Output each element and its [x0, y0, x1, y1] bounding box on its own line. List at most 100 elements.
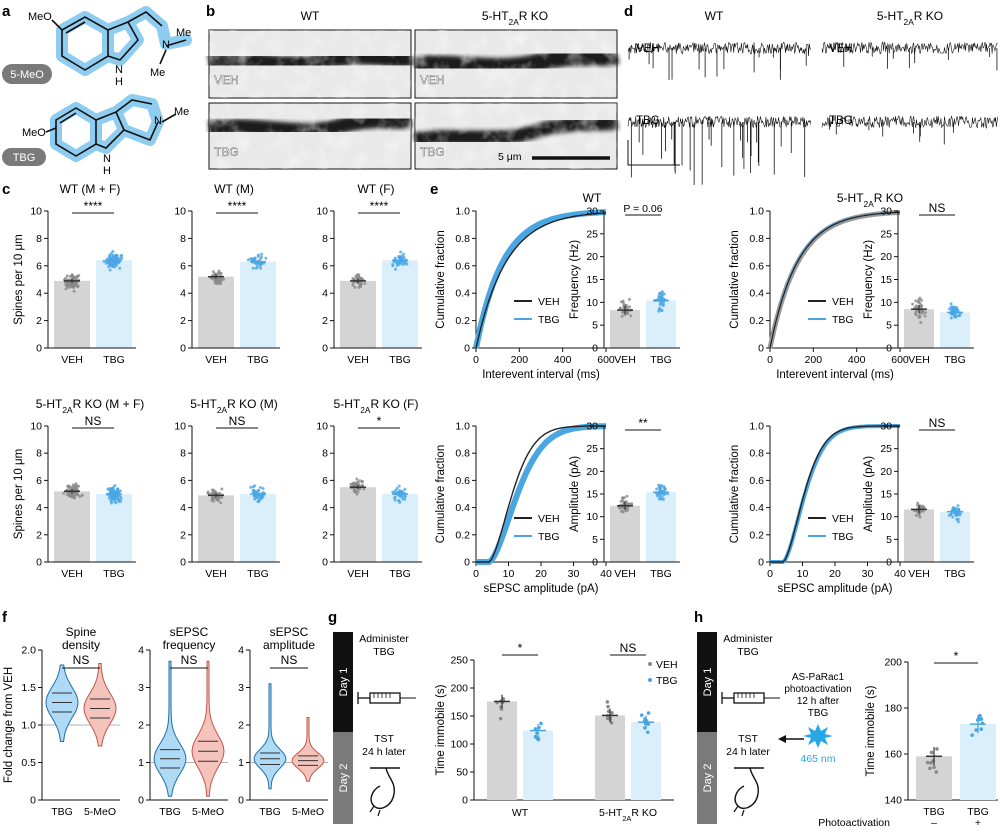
- data-point: [111, 250, 115, 254]
- data-point: [925, 760, 930, 765]
- x-tick-label: 30: [568, 568, 580, 580]
- data-point: [71, 275, 75, 279]
- data-point: [62, 491, 66, 495]
- trace-label: TBG: [636, 115, 660, 127]
- data-point: [217, 496, 221, 500]
- data-point: [956, 517, 960, 521]
- data-point: [212, 499, 216, 503]
- step1-line1: Administer: [359, 633, 409, 645]
- data-point: [914, 299, 918, 303]
- data-point: [956, 520, 960, 524]
- y-tick-label: 0: [36, 557, 42, 569]
- x-tick-label: 400: [848, 354, 866, 366]
- data-point: [660, 309, 664, 313]
- data-point: [363, 281, 367, 285]
- x-tick-label: 20: [829, 568, 841, 580]
- y-tick-label: 1: [238, 757, 244, 769]
- y-tick-label: 0: [886, 557, 892, 569]
- data-point: [399, 254, 403, 258]
- significance-label: NS: [85, 414, 102, 428]
- h-label: H: [115, 76, 123, 88]
- y-tick-label: 6: [180, 475, 186, 487]
- y-tick-label: 8: [322, 448, 328, 460]
- data-point: [606, 704, 610, 709]
- data-point: [206, 490, 210, 494]
- y-tick-label: 2: [238, 720, 244, 732]
- y-tick-label: 4: [322, 288, 328, 300]
- data-point: [360, 484, 364, 488]
- plot-title-line1: sEPSC: [270, 625, 309, 639]
- significance-label: ****: [84, 199, 103, 213]
- data-point: [220, 487, 224, 491]
- micrograph-wt-tbg: TBG: [208, 102, 413, 170]
- panel-letter-d: d: [624, 3, 633, 20]
- data-point: [929, 750, 934, 755]
- cumulative-curve: [476, 423, 606, 565]
- y-tick-label: 30: [586, 421, 598, 433]
- y-tick-label: 25: [880, 228, 892, 240]
- legend-label-tbg: TBG: [538, 531, 560, 543]
- data-point: [211, 270, 215, 274]
- bar: [595, 715, 625, 800]
- x-tick-label: 5-MeO: [84, 806, 116, 818]
- x-tick-label: VEH: [908, 568, 930, 580]
- bar: [198, 495, 234, 562]
- data-point: [259, 263, 263, 267]
- data-point: [628, 297, 632, 301]
- data-point: [78, 494, 82, 498]
- data-point: [659, 497, 663, 501]
- data-point: [115, 255, 119, 259]
- data-point: [951, 506, 955, 510]
- significance-label: NS: [181, 653, 198, 667]
- row-label: VEH: [420, 73, 445, 87]
- y-tick-label: 20: [586, 251, 598, 263]
- y-tick-label: 4: [322, 502, 328, 514]
- x-tick-label: TBG: [923, 806, 945, 818]
- y-tick-label: 0: [238, 795, 244, 807]
- data-point: [222, 277, 226, 281]
- bar: [340, 487, 376, 562]
- significance-label: P = 0.06: [623, 203, 662, 215]
- x-tick-label: VEH: [205, 568, 227, 580]
- molecule-pill: [2, 148, 46, 166]
- legend-label-tbg: TBG: [832, 531, 854, 543]
- step1-line2: TBG: [373, 646, 395, 658]
- data-point: [918, 296, 922, 300]
- data-point: [118, 266, 122, 270]
- data-point: [932, 765, 936, 770]
- y-tick-label: 160: [884, 749, 902, 761]
- data-point: [253, 256, 257, 260]
- y-tick-label: 5: [886, 320, 892, 332]
- data-point: [929, 761, 933, 765]
- x-tick-label: TBG: [967, 806, 989, 818]
- plot-title: 5-HT2AR KO (M + F): [36, 397, 145, 415]
- data-point: [108, 262, 112, 266]
- data-point: [362, 487, 366, 491]
- x-tick-label: TBG: [944, 354, 966, 366]
- x-axis-label: sEPSC amplitude (pA): [483, 583, 598, 595]
- data-point: [918, 515, 922, 519]
- bar: [610, 310, 640, 348]
- trace-label: VEH: [636, 43, 660, 55]
- x-tick-label: VEH: [347, 354, 369, 366]
- data-point: [395, 486, 399, 490]
- legend-label-veh: VEH: [538, 296, 560, 308]
- y-tick-label: 25: [586, 443, 598, 455]
- data-point: [257, 500, 261, 504]
- trace-noise: [821, 115, 998, 129]
- data-point: [629, 314, 633, 318]
- x-tick-label: VEH: [61, 568, 83, 580]
- photoactivation-sign: –: [931, 817, 937, 828]
- significance-label: *: [518, 641, 523, 655]
- panel-d: d WT 5-HT2AR KO VEH VEH TBG TBG: [624, 3, 998, 185]
- data-point: [919, 321, 923, 325]
- data-point: [921, 309, 925, 313]
- plot-title-line1: sEPSC: [170, 625, 209, 639]
- data-point: [67, 286, 71, 290]
- data-point: [360, 480, 364, 484]
- data-point: [918, 311, 922, 315]
- x-tick-label: TBG: [389, 568, 411, 580]
- legend-dot-veh: [648, 662, 652, 666]
